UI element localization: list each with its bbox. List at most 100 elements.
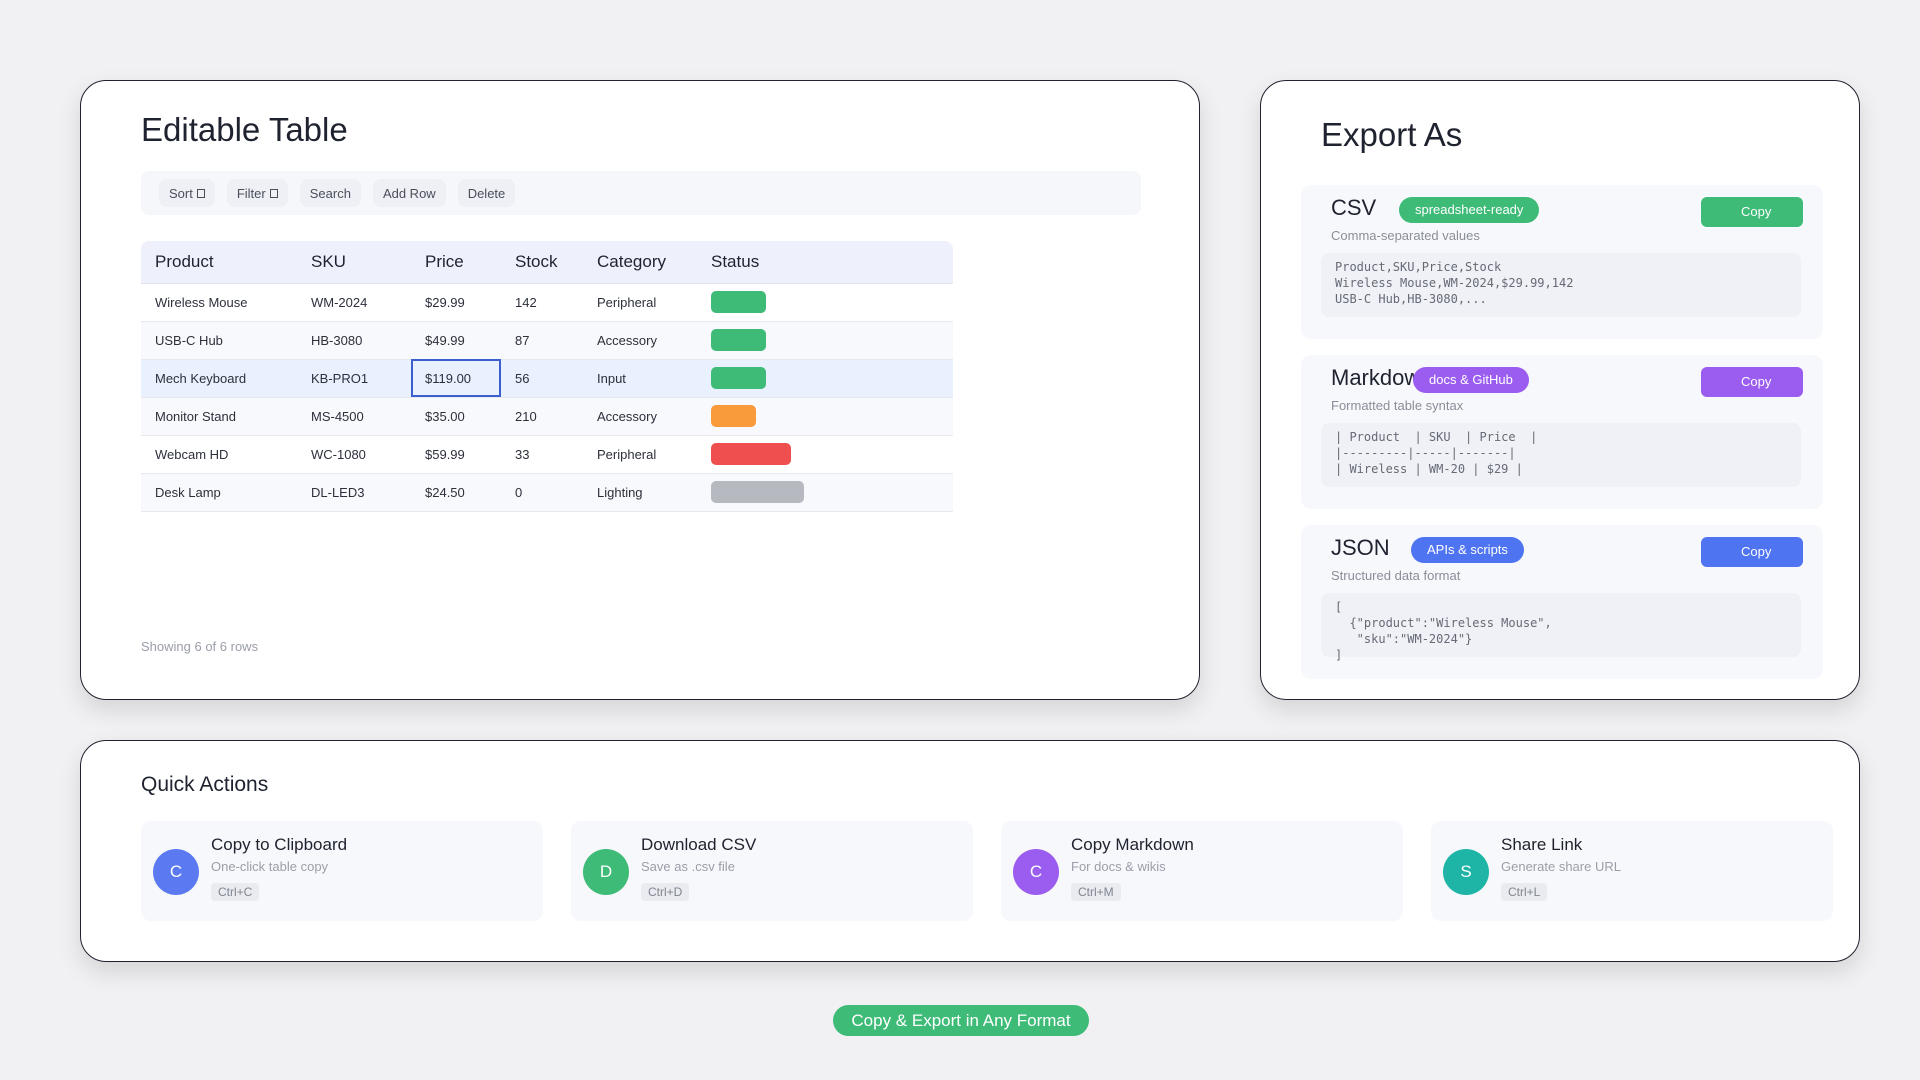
delete-button[interactable]: Delete <box>457 179 516 207</box>
cell-product[interactable]: Wireless Mouse <box>141 283 297 322</box>
cell-sku[interactable]: WC-1080 <box>297 435 411 474</box>
table-title: Editable Table <box>141 111 348 148</box>
format-badge: docs & GitHub <box>1413 367 1529 393</box>
cell-status[interactable] <box>697 359 953 398</box>
cell-sku[interactable]: MS-4500 <box>297 397 411 436</box>
row-count-note: Showing 6 of 6 rows <box>141 639 259 654</box>
cell-category[interactable]: Accessory <box>583 321 697 360</box>
action-subtitle: One-click table copy <box>211 859 329 874</box>
cell-product[interactable]: Webcam HD <box>141 435 297 474</box>
cell-category[interactable]: Peripheral <box>583 435 697 474</box>
action-avatar: C <box>153 849 199 895</box>
table-row[interactable]: USB-C Hub HB-3080 $49.99 87 Accessory <box>141 321 953 360</box>
action-title: Copy Markdown <box>1071 835 1194 854</box>
export-title: Export As <box>1321 116 1463 153</box>
cell-status[interactable] <box>697 473 953 512</box>
editable-table-card: Editable Table Sort Filter Search Add Ro… <box>80 80 1200 700</box>
column-header-sku[interactable]: SKU <box>297 241 411 284</box>
quick-action-share-link[interactable]: S Share Link Generate share URL Ctrl+L <box>1431 821 1833 921</box>
copy-csv-button[interactable]: Copy <box>1701 197 1803 227</box>
status-bar <box>711 329 766 351</box>
cell-price[interactable]: $59.99 <box>411 435 501 474</box>
cell-stock[interactable]: 87 <box>501 321 583 360</box>
cell-sku[interactable]: KB-PRO1 <box>297 359 411 398</box>
cell-price[interactable]: $24.50 <box>411 473 501 512</box>
export-card: Export As CSV spreadsheet-ready Copy Comma-… <box>1260 80 1860 700</box>
filter-button[interactable]: Filter <box>226 179 288 207</box>
cell-sku[interactable]: HB-3080 <box>297 321 411 360</box>
sort-button[interactable]: Sort <box>159 179 215 207</box>
export-format-json: JSON APIs & scripts Copy Structured data fo… <box>1301 525 1823 679</box>
cell-product[interactable]: Desk Lamp <box>141 473 297 512</box>
cell-stock[interactable]: 33 <box>501 435 583 474</box>
search-button[interactable]: Search <box>299 179 361 207</box>
quick-action-download-csv[interactable]: D Download CSV Save as .csv file Ctrl+D <box>571 821 973 921</box>
cell-price[interactable]: $49.99 <box>411 321 501 360</box>
column-header-status[interactable]: Status <box>697 241 953 284</box>
add-row-button[interactable]: Add Row <box>372 179 446 207</box>
cell-status[interactable] <box>697 321 953 360</box>
quick-action-copy-to-clipboard[interactable]: C Copy to Clipboard One-click table copy Ct… <box>141 821 543 921</box>
filter-dropdown-icon <box>269 188 278 198</box>
cell-product[interactable]: USB-C Hub <box>141 321 297 360</box>
action-avatar: C <box>1013 849 1059 895</box>
cell-product[interactable]: Monitor Stand <box>141 397 297 436</box>
table-row[interactable]: Wireless Mouse WM-2024 $29.99 142 Peripheral <box>141 283 953 322</box>
cell-status[interactable] <box>697 283 953 322</box>
format-description: Structured data format <box>1331 568 1461 583</box>
cell-category[interactable]: Peripheral <box>583 283 697 322</box>
cell-status[interactable] <box>697 397 953 436</box>
column-header-price[interactable]: Price <box>411 241 501 284</box>
action-subtitle: Save as .csv file <box>641 859 735 874</box>
cell-price[interactable]: $29.99 <box>411 283 501 322</box>
column-header-category[interactable]: Category <box>583 241 697 284</box>
cell-category[interactable]: Lighting <box>583 473 697 512</box>
action-subtitle: Generate share URL <box>1501 859 1621 874</box>
status-bar <box>711 481 804 503</box>
cell-stock[interactable]: 0 <box>501 473 583 512</box>
table-body: Wireless Mouse WM-2024 $29.99 142 Peripheral… <box>141 283 953 512</box>
filter-button-label: Filter <box>236 185 266 201</box>
cell-price[interactable]: $35.00 <box>411 397 501 436</box>
copy-markdown-button[interactable]: Copy <box>1701 367 1803 397</box>
quick-actions-title: Quick Actions <box>141 773 269 796</box>
table-row[interactable]: Webcam HD WC-1080 $59.99 33 Peripheral <box>141 435 953 474</box>
cell-stock[interactable]: 142 <box>501 283 583 322</box>
keyboard-shortcut: Ctrl+M <box>1071 883 1121 901</box>
search-button-label: Search <box>309 185 351 201</box>
keyboard-shortcut: Ctrl+C <box>211 883 260 901</box>
format-preview: | Product | SKU | Price | |---------|---… <box>1321 423 1801 487</box>
format-badge: spreadsheet-ready <box>1399 197 1540 223</box>
keyboard-shortcut: Ctrl+L <box>1501 883 1548 901</box>
table-row[interactable]: Desk Lamp DL-LED3 $24.50 0 Lighting <box>141 473 953 512</box>
format-preview: [ {"product":"Wireless Mouse", "sku":"WM… <box>1321 593 1801 662</box>
cell-sku[interactable]: WM-2024 <box>297 283 411 322</box>
action-title: Copy to Clipboard <box>211 835 348 854</box>
cell-product[interactable]: Mech Keyboard <box>141 359 297 398</box>
cell-sku[interactable]: DL-LED3 <box>297 473 411 512</box>
column-header-stock[interactable]: Stock <box>501 241 583 284</box>
format-description: Formatted table syntax <box>1331 398 1464 413</box>
cell-price[interactable]: $119.00 <box>411 359 501 398</box>
format-name: JSON <box>1331 535 1390 560</box>
status-bar <box>711 443 791 465</box>
cell-category[interactable]: Input <box>583 359 697 398</box>
cell-stock[interactable]: 210 <box>501 397 583 436</box>
action-avatar: S <box>1443 849 1489 895</box>
delete-button-label: Delete <box>467 185 506 201</box>
format-badge: APIs & scripts <box>1411 537 1524 563</box>
keyboard-shortcut: Ctrl+D <box>641 883 690 901</box>
cell-status[interactable] <box>697 435 953 474</box>
table-row[interactable]: Monitor Stand MS-4500 $35.00 210 Accessory <box>141 397 953 436</box>
quick-actions-card: Quick Actions C Copy to Clipboard One-clic… <box>80 740 1860 962</box>
table-toolbar: Sort Filter Search Add Row Delete <box>141 171 1141 215</box>
cell-stock[interactable]: 56 <box>501 359 583 398</box>
add-row-button-label: Add Row <box>382 185 436 201</box>
table-header-row: Product SKU Price Stock Category Status <box>141 241 953 284</box>
quick-action-copy-markdown[interactable]: C Copy Markdown For docs & wikis Ctrl+M <box>1001 821 1403 921</box>
table-row[interactable]: Mech Keyboard KB-PRO1 $119.00 56 Input <box>141 359 953 398</box>
status-bar <box>711 405 756 427</box>
column-header-product[interactable]: Product <box>141 241 297 284</box>
cell-category[interactable]: Accessory <box>583 397 697 436</box>
copy-json-button[interactable]: Copy <box>1701 537 1803 567</box>
